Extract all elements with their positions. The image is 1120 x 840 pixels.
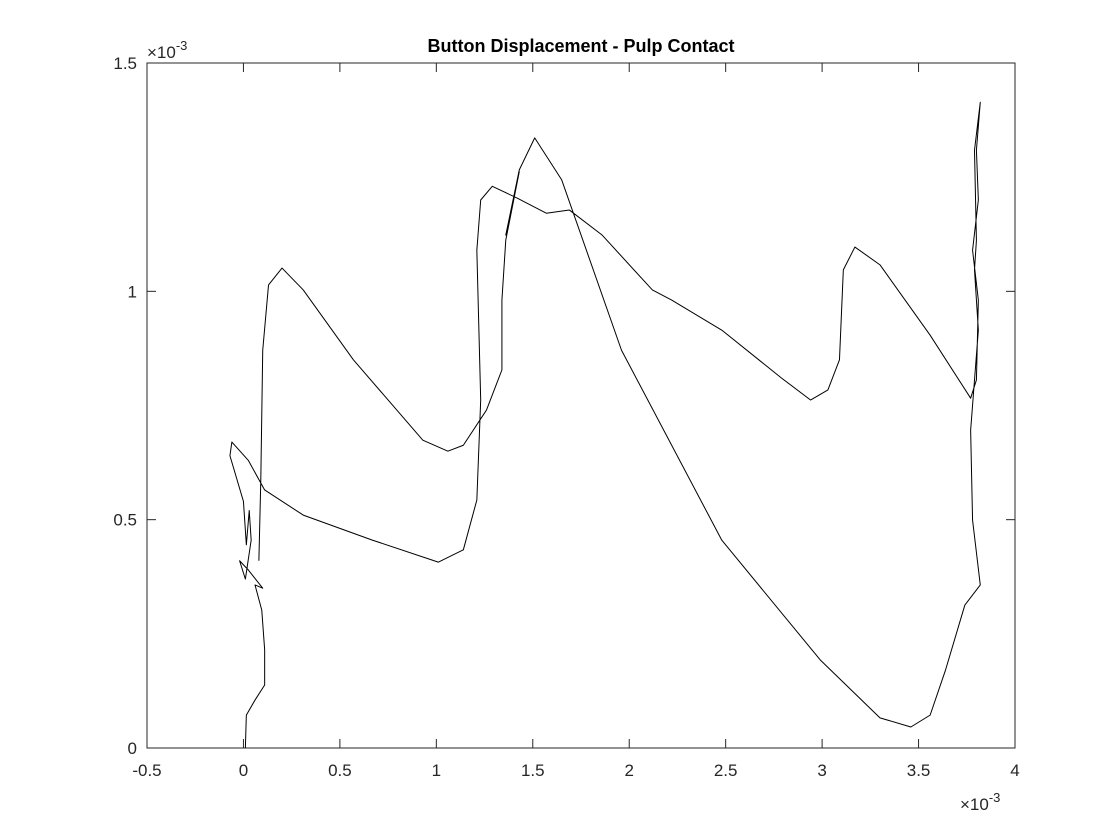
x-tick-label: 2.5: [714, 761, 738, 780]
x-tick-label: 2: [624, 761, 633, 780]
x-tick-label: 1.5: [521, 761, 545, 780]
x-tick-label: 3.5: [907, 761, 931, 780]
x-tick-label: 1: [432, 761, 441, 780]
x-scale-exponent: -3: [989, 790, 1001, 805]
data-line: [229, 101, 981, 749]
x-tick-label: 4: [1010, 761, 1019, 780]
y-scale-base: ×10: [147, 43, 176, 62]
y-tick-label: 0: [128, 739, 137, 758]
x-tick-label: -0.5: [132, 761, 161, 780]
y-tick-label: 0.5: [113, 511, 137, 530]
y-tick-label: 1.5: [113, 54, 137, 73]
chart-title: Button Displacement - Pulp Contact: [427, 36, 734, 56]
y-scale-label: ×10-3: [147, 38, 187, 62]
plot-area: [146, 62, 1016, 749]
x-tick-label: 3: [817, 761, 826, 780]
x-tick-label: 0.5: [328, 761, 352, 780]
x-tick-label: 0: [239, 761, 248, 780]
x-scale-label: ×10-3: [960, 790, 1000, 814]
y-tick-label: 1: [128, 282, 137, 301]
x-scale-base: ×10: [960, 795, 989, 814]
y-scale-exponent: -3: [176, 38, 188, 53]
